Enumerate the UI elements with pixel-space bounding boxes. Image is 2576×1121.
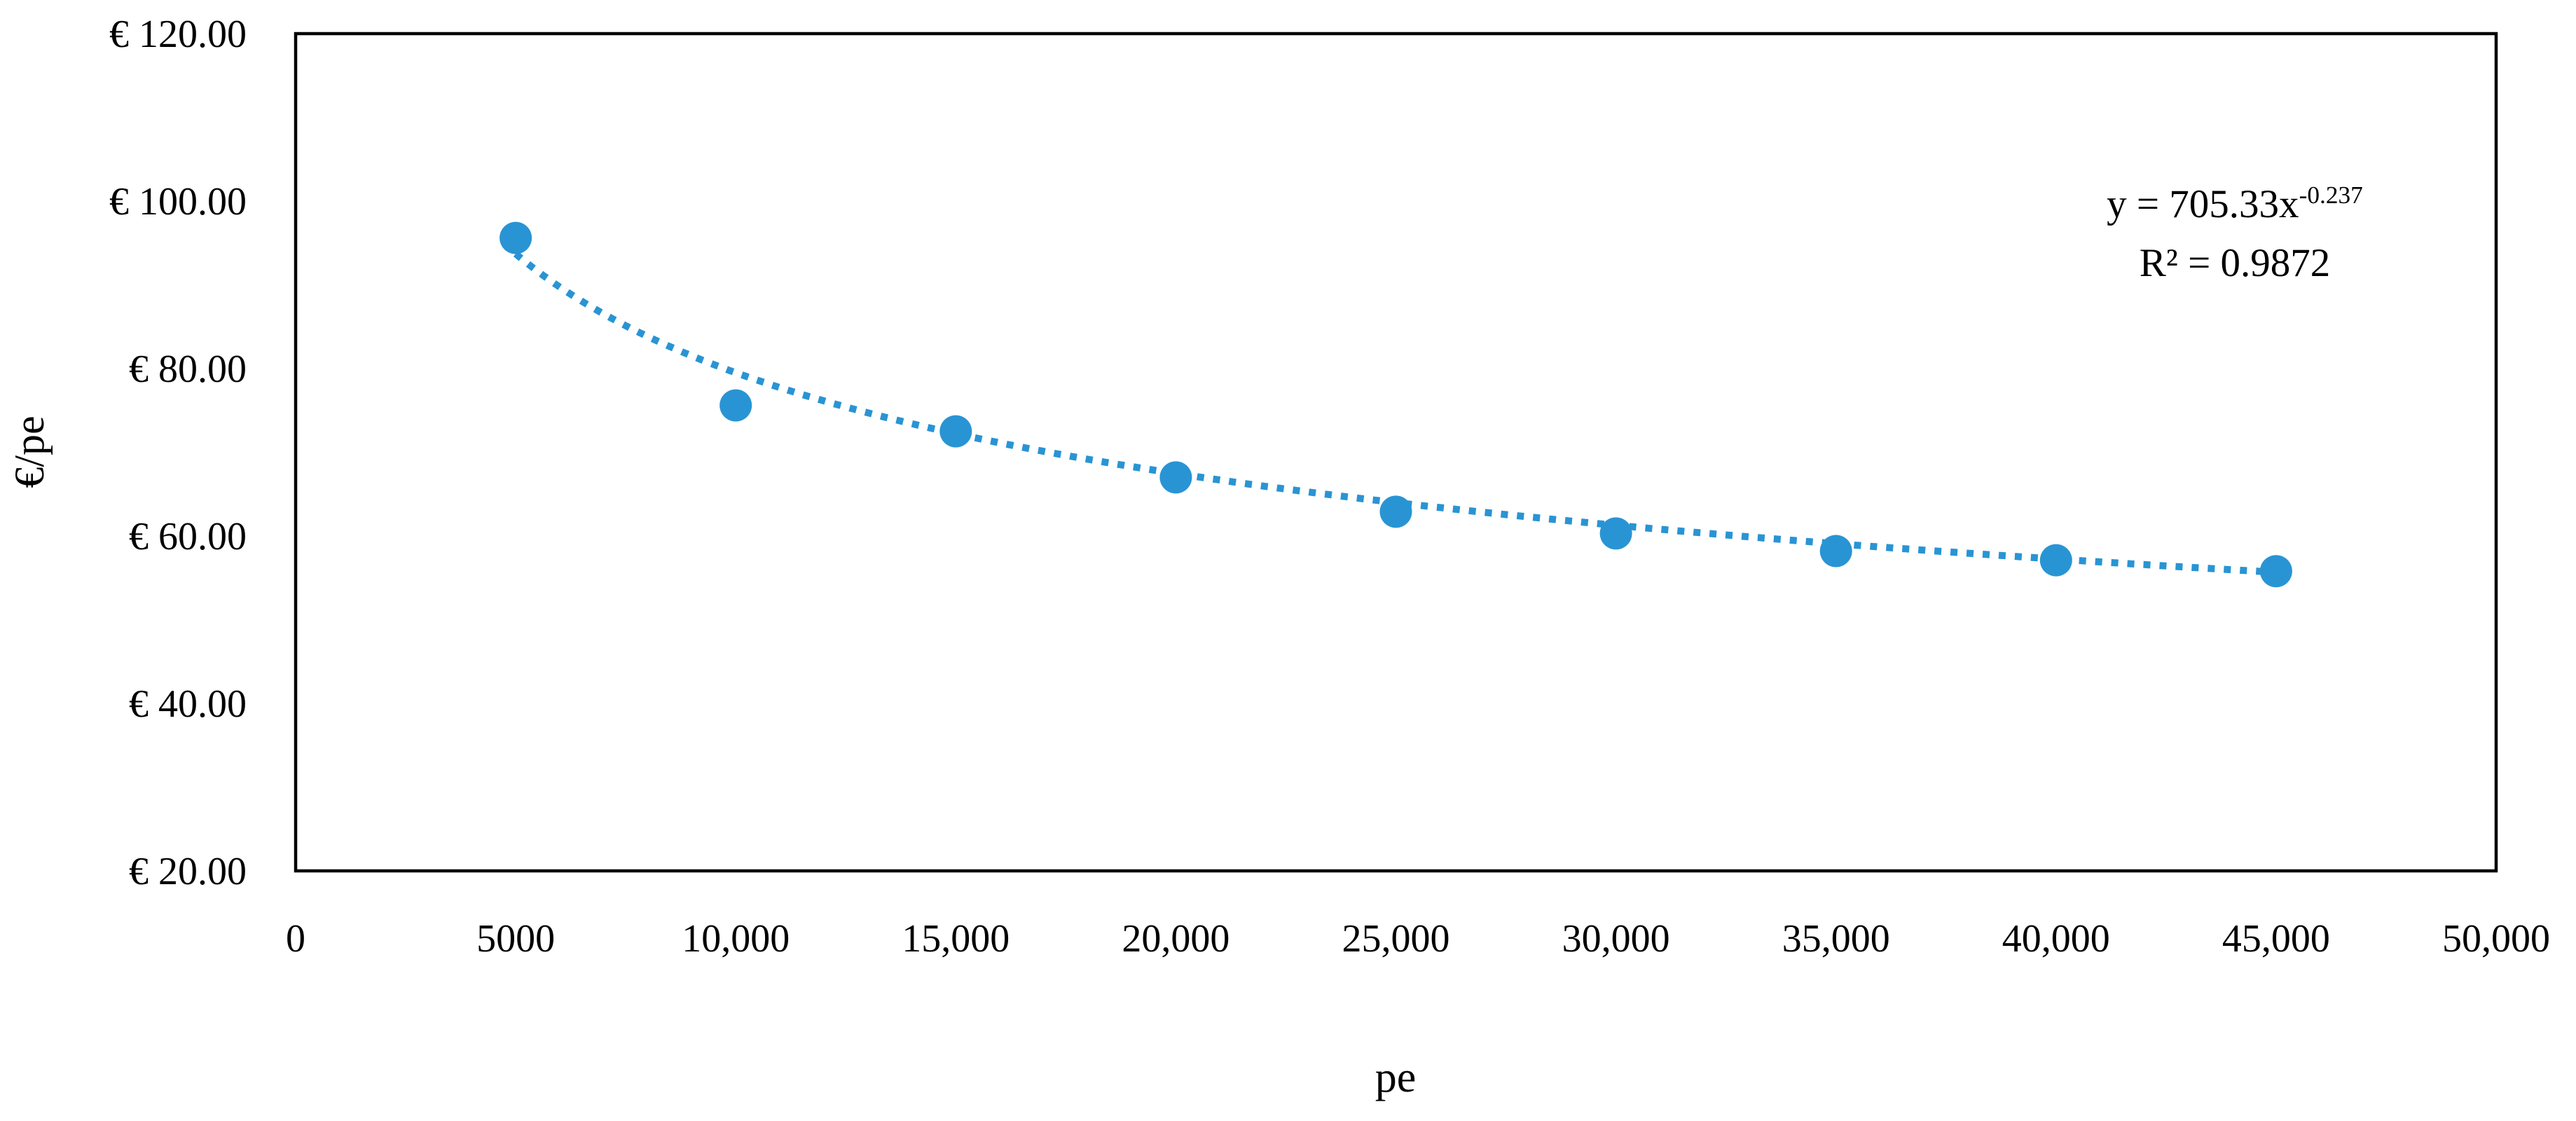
- plot-layer: € 20.00 € 40.00 € 60.00 € 80.00 € 100.00 € 12…: [109, 13, 2550, 961]
- y-tick-label: € 20.00: [129, 850, 247, 893]
- data-point: [719, 389, 752, 422]
- x-tick-label: 40,000: [2002, 917, 2110, 961]
- data-point: [1379, 495, 1412, 528]
- trendline-equation: y = 705.33x-0.237: [2107, 181, 2363, 226]
- data-point: [939, 415, 972, 448]
- x-tick-label: 35,000: [1782, 917, 1890, 961]
- y-tick-label: € 60.00: [129, 515, 247, 558]
- y-tick-label: € 80.00: [129, 348, 247, 391]
- x-tick-label: 0: [286, 917, 305, 961]
- data-point: [1159, 461, 1192, 494]
- equation-exponent: -0.237: [2299, 181, 2363, 209]
- x-tick-label: 20,000: [1122, 917, 1230, 961]
- x-tick-label: 45,000: [2222, 917, 2330, 961]
- x-axis-title: pe: [1375, 1054, 1417, 1101]
- x-tick-label: 30,000: [1562, 917, 1670, 961]
- trendline-r-squared: R² = 0.9872: [2139, 241, 2331, 285]
- data-point: [2259, 555, 2292, 588]
- data-point: [1819, 535, 1852, 568]
- x-tick-label: 10,000: [682, 917, 790, 961]
- y-tick-label: € 100.00: [109, 180, 247, 223]
- x-tick-label: 15,000: [902, 917, 1010, 961]
- plot-area-border: [294, 32, 2498, 873]
- trendline: [513, 251, 2277, 576]
- data-point: [1599, 517, 1632, 550]
- trendline-annotation: y = 705.33x-0.237 R² = 0.9872: [2053, 175, 2417, 293]
- y-axis-title: €/pe: [6, 415, 53, 488]
- x-tick-label: 25,000: [1342, 917, 1450, 961]
- y-tick-label: € 40.00: [129, 682, 247, 726]
- y-tick-label: € 120.00: [109, 13, 247, 56]
- x-tick-label: 5000: [476, 917, 555, 961]
- data-point: [500, 221, 532, 254]
- x-tick-label: 50,000: [2442, 917, 2550, 961]
- data-point: [2039, 544, 2072, 577]
